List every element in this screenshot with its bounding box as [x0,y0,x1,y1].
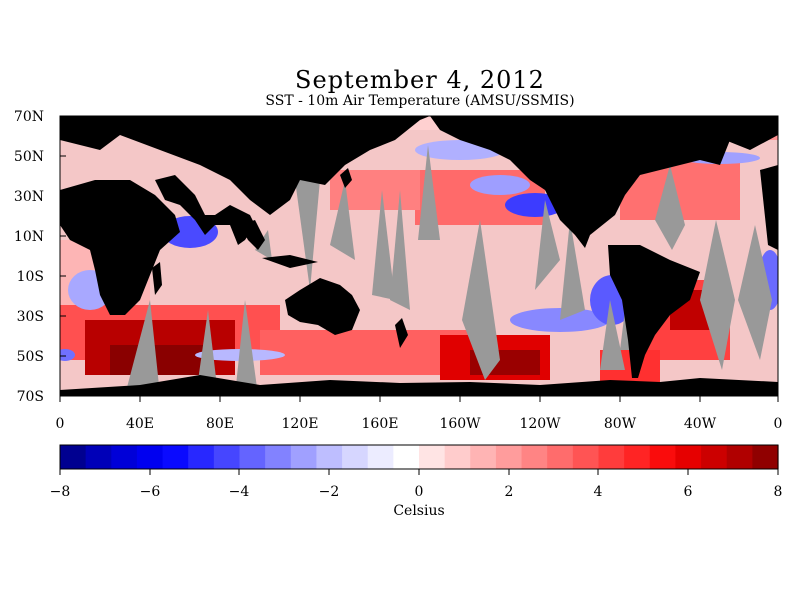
colorbar-cell [649,445,677,469]
lon-label-40w: 40W [684,416,717,432]
colorbar-cell [111,445,138,469]
lat-label-70n: 70N [14,109,44,125]
colorbar-cells [60,445,779,469]
lat-label-50n: 50N [14,149,44,165]
colorbar-tick-neg6: −6 [140,484,161,500]
lat-label-30s: 30S [17,309,44,325]
colorbar-cell [547,445,574,469]
colorbar-tick-neg4: −4 [229,484,250,500]
colorbar-cell [85,445,112,469]
colorbar-cell [265,445,292,469]
map-title: September 4, 2012 [295,66,545,94]
lon-label-80e: 80E [206,416,234,432]
colorbar-cell [521,445,548,469]
land-masses [60,116,778,396]
lon-label-120e: 120E [282,416,319,432]
lon-label-0: 0 [56,416,65,432]
map-panel [60,116,778,396]
colorbar-cell [419,445,446,469]
colorbar-tick-6: 6 [684,484,693,500]
colorbar-cell [598,445,625,469]
colorbar-cell [316,445,343,469]
lon-label-40e: 40E [126,416,154,432]
colorbar-cell [752,445,779,469]
land-madagascar [152,262,162,295]
colorbar-cell [188,445,215,469]
land-new-zealand [395,318,408,348]
land-north-america [430,116,765,248]
lat-label-30n: 30N [14,189,44,205]
lat-label-10s: 10S [17,269,44,285]
colorbar-cell [624,445,651,469]
colorbar-cell [162,445,189,469]
lat-label-10n: 10N [14,229,44,245]
map-frame [59,115,779,397]
lon-label-120w: 120W [519,416,561,432]
land-greenland [700,116,778,150]
lat-label-50s: 50S [17,349,44,365]
map-subtitle: SST - 10m Air Temperature (AMSU/SSMIS) [265,93,575,109]
colorbar: −8 −6 −4 −2 0 2 4 6 8 Celsius [50,444,783,519]
lon-label-80w: 80W [604,416,637,432]
colorbar-tick-8: 8 [774,484,783,500]
land-southeast-asia [240,220,265,250]
colorbar-cell [136,445,164,469]
colorbar-tick-neg2: −2 [319,484,340,500]
latitude-axis: 70N 50N 30N 10N 10S 30S 50S 70S [14,109,66,405]
land-antarctica [60,375,778,396]
land-arabia-india [155,175,255,245]
colorbar-cell [444,445,471,469]
land-australia [285,278,360,335]
colorbar-tick-4: 4 [594,484,603,500]
colorbar-cell [495,445,523,469]
land-europe-asia [60,116,430,215]
land-south-america [608,245,700,378]
colorbar-cell [726,445,753,469]
lon-label-160e: 160E [362,416,399,432]
colorbar-cell [675,445,702,469]
colorbar-cell [239,445,266,469]
lon-label-160w: 160W [439,416,481,432]
colorbar-cell [342,445,369,469]
colorbar-cell [572,445,600,469]
colorbar-cell [470,445,497,469]
land-japan [340,168,352,188]
colorbar-cell [393,445,420,469]
colorbar-tick-0: 0 [415,484,424,500]
colorbar-cell [290,445,318,469]
land-indonesia [262,255,318,268]
colorbar-unit-label: Celsius [393,503,444,519]
colorbar-cell [701,445,728,469]
lat-label-70s: 70S [17,389,44,405]
lon-label-0-end: 0 [774,416,783,432]
land-west-africa-edge [760,165,778,250]
colorbar-tick-2: 2 [505,484,514,500]
colorbar-cell [60,445,87,469]
colorbar-cell [367,445,394,469]
colorbar-tick-neg8: −8 [50,484,71,500]
colorbar-cell [213,445,241,469]
land-africa [60,180,180,315]
longitude-axis: 0 40E 80E 120E 160E 160W 120W 80W 40W 0 [56,396,783,432]
